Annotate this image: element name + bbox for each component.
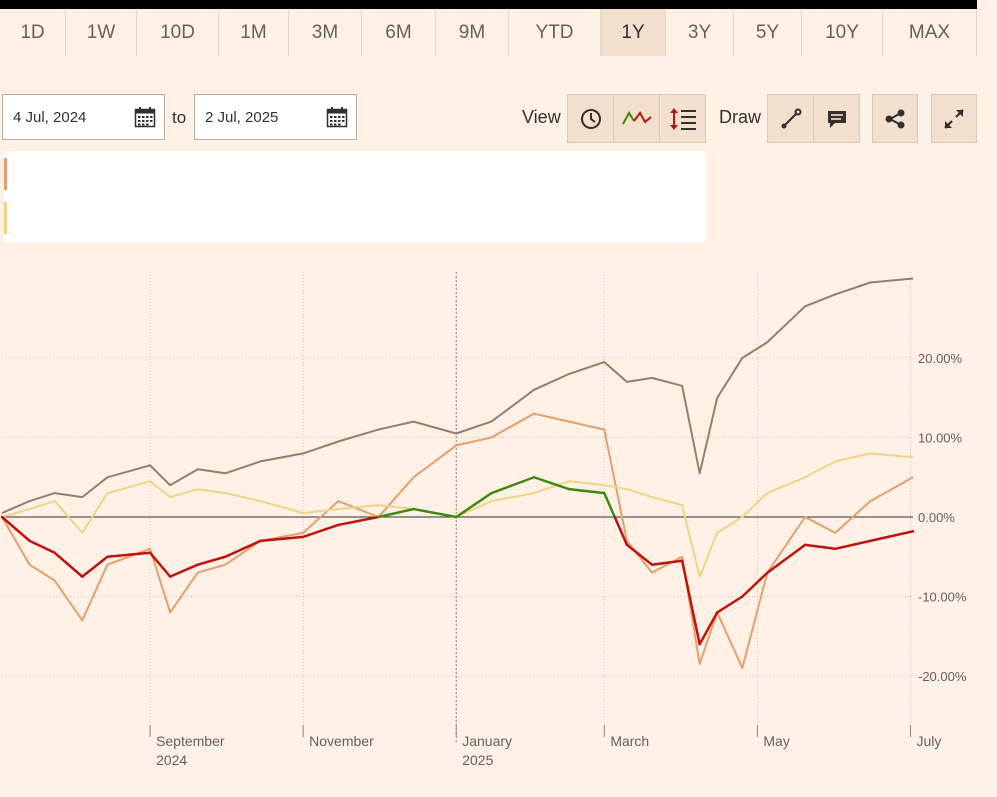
main-series-segment (454, 491, 493, 519)
main-series-segment (766, 543, 807, 574)
to-date-input[interactable]: 2 Jul, 2025 (194, 94, 357, 140)
line-view-button[interactable] (613, 94, 660, 143)
comment-icon (827, 110, 846, 128)
main-series-segment (490, 476, 536, 495)
y-tick-label: -10.00% (918, 590, 967, 605)
series-line-1 (1, 277, 914, 514)
legend-panel (4, 151, 706, 242)
range-tab-3m[interactable]: 3M (289, 9, 362, 56)
range-tab-1d[interactable]: 1D (0, 9, 66, 56)
main-series-segment (603, 491, 616, 519)
range-tab-9m[interactable]: 9M (436, 9, 509, 56)
series-line-3 (1, 452, 914, 578)
from-date-input[interactable]: 4 Jul, 2024 (2, 94, 165, 140)
calendar-icon[interactable] (326, 106, 348, 128)
x-tick-label-year: 2025 (462, 752, 493, 768)
main-series-segment (803, 543, 837, 551)
draw-label: Draw (719, 107, 762, 127)
main-series-segment (259, 535, 305, 543)
line-chart-icon (621, 110, 652, 124)
y-tick-label: 0.00% (918, 510, 955, 525)
range-tab-1y[interactable]: 1Y (601, 9, 666, 56)
y-tick-label: 20.00% (918, 351, 963, 366)
expand-button[interactable] (931, 94, 977, 143)
main-series-segment (337, 515, 380, 527)
range-tab-1w[interactable]: 1W (66, 9, 137, 56)
main-series-segment (833, 539, 872, 551)
main-series-segment (869, 530, 915, 543)
x-tick-label: May (763, 733, 789, 749)
legend-swatch (4, 202, 7, 234)
x-tick-label: July (916, 733, 941, 749)
x-tick-label: March (610, 733, 649, 749)
x-tick-label-year: 2024 (156, 752, 187, 768)
calendar-icon[interactable] (134, 106, 156, 128)
range-tab-6m[interactable]: 6M (362, 9, 436, 56)
clock-icon (580, 108, 601, 129)
main-series-segment (698, 611, 719, 646)
main-series-segment (224, 539, 262, 558)
series-line-2 (1, 412, 914, 669)
view-label: View (522, 107, 561, 127)
range-tab-max[interactable]: MAX (883, 9, 977, 56)
top-bar (0, 0, 977, 9)
share-icon (885, 109, 905, 128)
main-series-segment (81, 555, 109, 578)
to-date-value: 2 Jul, 2025 (205, 108, 279, 126)
main-series-segment (715, 595, 744, 614)
from-date-value: 4 Jul, 2024 (13, 108, 87, 126)
y-tick-label: 10.00% (918, 431, 963, 446)
annotate-button[interactable] (813, 94, 860, 143)
main-series-segment (680, 559, 701, 646)
range-tab-5y[interactable]: 5Y (734, 9, 802, 56)
x-tick-label: September (156, 733, 225, 749)
main-series-segment (412, 507, 458, 519)
main-series-segment (741, 571, 769, 598)
range-tab-ytd[interactable]: YTD (509, 9, 601, 56)
main-series-segment (532, 476, 571, 491)
legend-swatch (4, 158, 7, 190)
main-series-segment (168, 563, 200, 578)
main-series-segment (148, 551, 172, 578)
main-series-segment (0, 515, 31, 543)
main-series-segment (28, 539, 56, 555)
x-tick-label: January (462, 733, 512, 749)
main-series-segment (377, 507, 415, 519)
x-tick-label: November (309, 733, 374, 749)
draw-line-icon (781, 108, 801, 128)
main-series-segment (106, 551, 152, 558)
main-series-segment (625, 543, 654, 566)
main-series-segment (567, 487, 606, 495)
share-button[interactable] (872, 94, 918, 143)
to-label: to (172, 108, 187, 127)
range-tab-1m[interactable]: 1M (219, 9, 289, 56)
range-tab-10y[interactable]: 10Y (802, 9, 883, 56)
main-series-segment (53, 551, 84, 578)
draw-line-button[interactable] (767, 94, 814, 143)
comparison-icon (669, 107, 696, 130)
range-tab-10d[interactable]: 10D (137, 9, 219, 56)
main-series-segment (613, 515, 629, 547)
expand-icon (944, 108, 964, 129)
main-series-segment (196, 555, 227, 566)
time-view-button[interactable] (567, 94, 614, 143)
range-tab-3y[interactable]: 3Y (666, 9, 734, 56)
main-series-segment (301, 523, 340, 539)
comparison-view-button[interactable] (659, 94, 706, 143)
main-series-segment (650, 559, 684, 566)
range-tabs: 1D 1W 10D 1M 3M 6M 9M YTD 1Y 3Y 5Y 10Y MAX (0, 9, 977, 56)
y-tick-label: -20.00% (918, 669, 967, 684)
